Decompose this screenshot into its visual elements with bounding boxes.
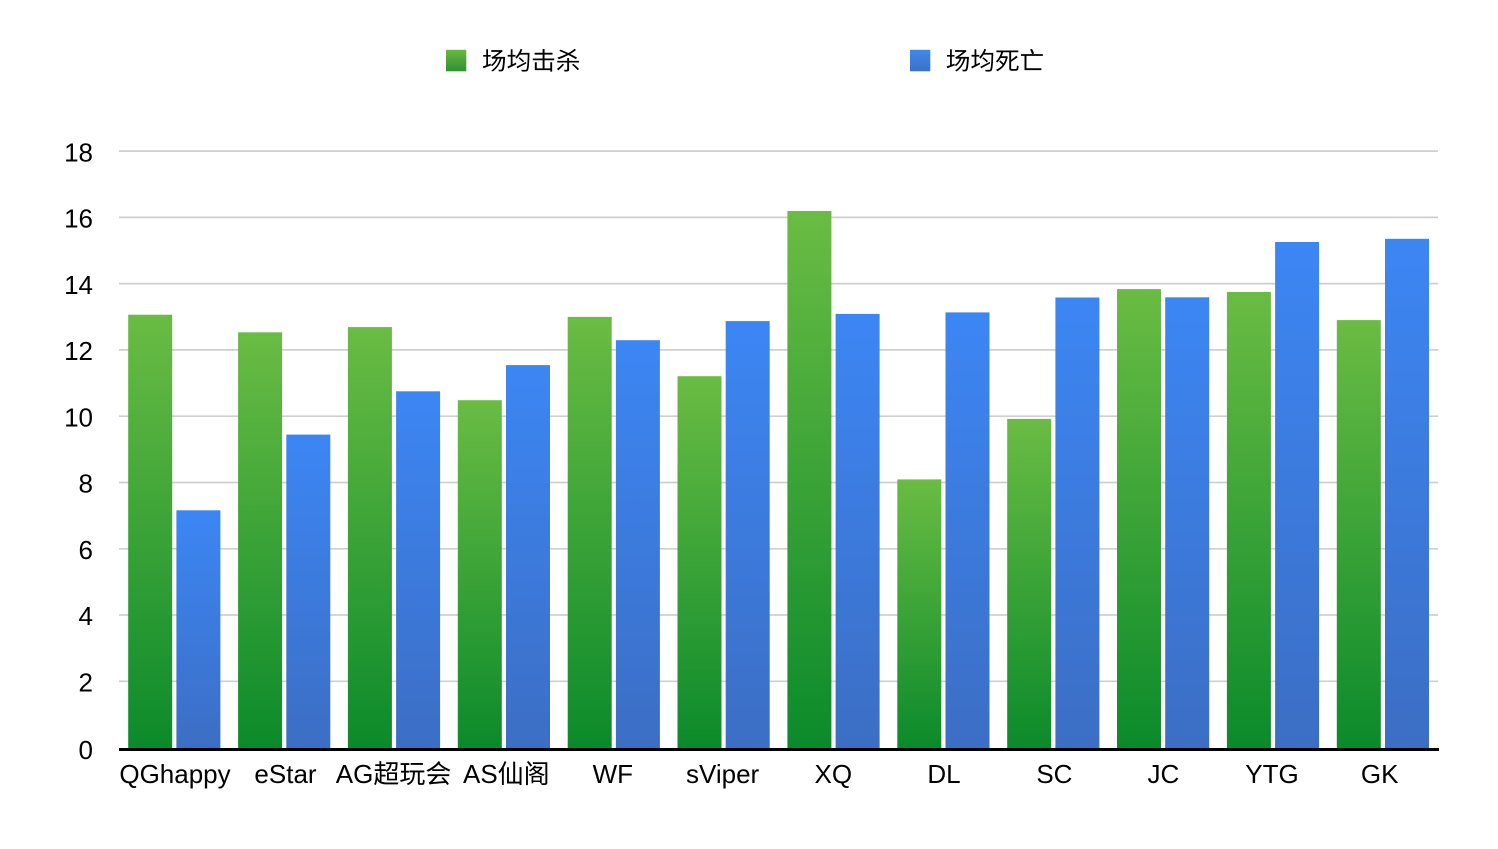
svg-text:JC: JC: [1148, 759, 1180, 789]
svg-text:6: 6: [79, 535, 93, 565]
svg-text:12: 12: [64, 336, 93, 366]
svg-text:sViper: sViper: [686, 759, 760, 789]
svg-text:18: 18: [64, 137, 93, 167]
svg-text:8: 8: [79, 469, 93, 499]
svg-text:16: 16: [64, 204, 93, 234]
svg-text:2: 2: [79, 668, 93, 698]
svg-text:XQ: XQ: [815, 759, 853, 789]
svg-text:4: 4: [79, 601, 93, 631]
svg-text:14: 14: [64, 270, 93, 300]
svg-text:GK: GK: [1361, 759, 1399, 789]
svg-text:AG: AG: [336, 759, 374, 789]
svg-text:YTG: YTG: [1245, 759, 1298, 789]
svg-text:AS: AS: [463, 759, 498, 789]
svg-text:DL: DL: [927, 759, 960, 789]
svg-text:QGhappy: QGhappy: [119, 759, 230, 789]
svg-text:SC: SC: [1036, 759, 1072, 789]
svg-text:eStar: eStar: [254, 759, 316, 789]
svg-text:0: 0: [79, 735, 93, 765]
svg-text:10: 10: [64, 402, 93, 432]
svg-text:WF: WF: [593, 759, 633, 789]
